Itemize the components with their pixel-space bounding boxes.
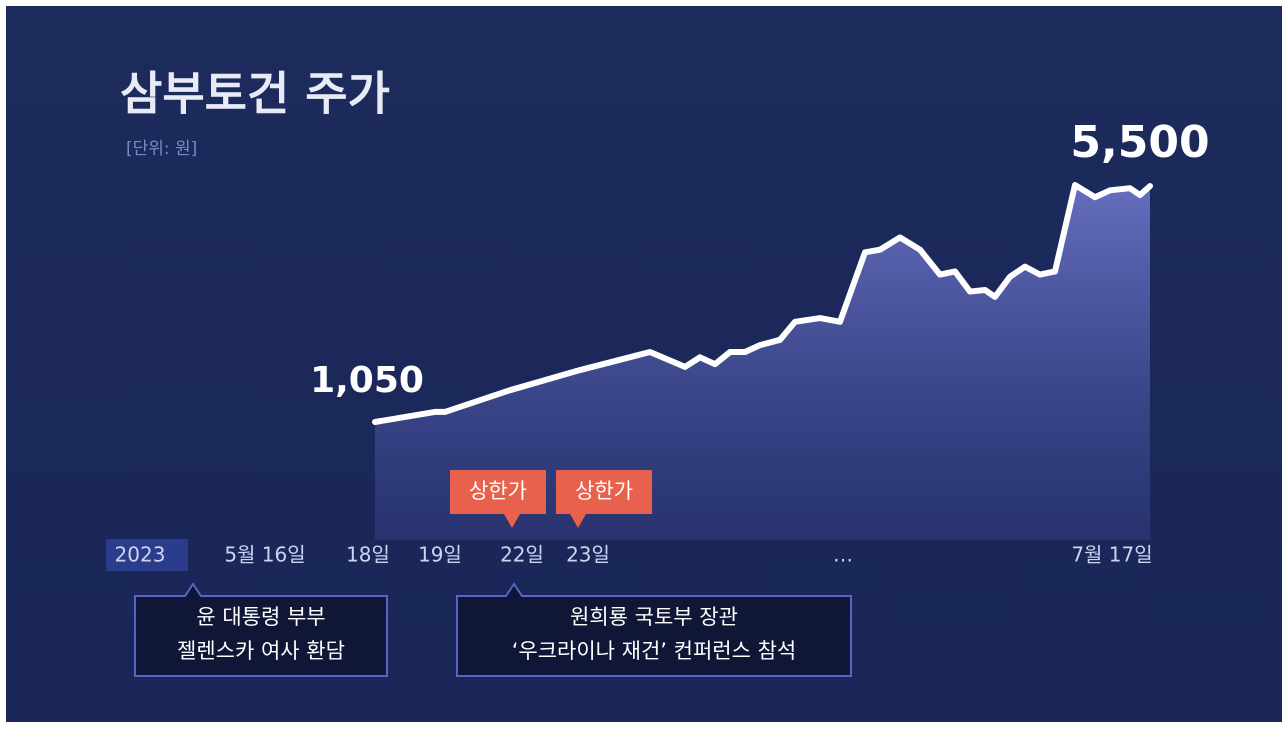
price-line — [372, 182, 1153, 425]
year-badge — [106, 539, 188, 571]
timeline-label: 7월 17일 — [1071, 543, 1152, 567]
timeline-label: … — [833, 543, 853, 567]
callout-label: 상한가 — [575, 479, 633, 503]
value-label: 5,500 — [1070, 117, 1209, 168]
event-text: 윤 대통령 부부 — [196, 605, 325, 629]
callout-box — [556, 470, 652, 528]
callout-box — [450, 470, 546, 528]
timeline-label: 23일 — [566, 543, 610, 567]
callout-label: 상한가 — [469, 479, 527, 503]
timeline-label: 2023 — [115, 543, 166, 567]
chart-title: 삼부토건 주가 — [120, 67, 390, 121]
event-box — [456, 582, 852, 677]
event-box — [134, 582, 388, 677]
timeline-label: 19일 — [418, 543, 462, 567]
timeline-label: 18일 — [346, 543, 390, 567]
timeline-label: 5월 16일 — [224, 543, 305, 567]
event-text: ‘우크라이나 재건’ 컨퍼런스 참석 — [512, 639, 797, 663]
timeline-label: 22일 — [500, 543, 544, 567]
value-label: 1,050 — [310, 360, 424, 401]
chart-subtitle: [단위: 원] — [126, 139, 197, 159]
event-text: 원희룡 국토부 장관 — [570, 605, 738, 629]
event-text: 젤렌스카 여사 환담 — [177, 639, 345, 663]
